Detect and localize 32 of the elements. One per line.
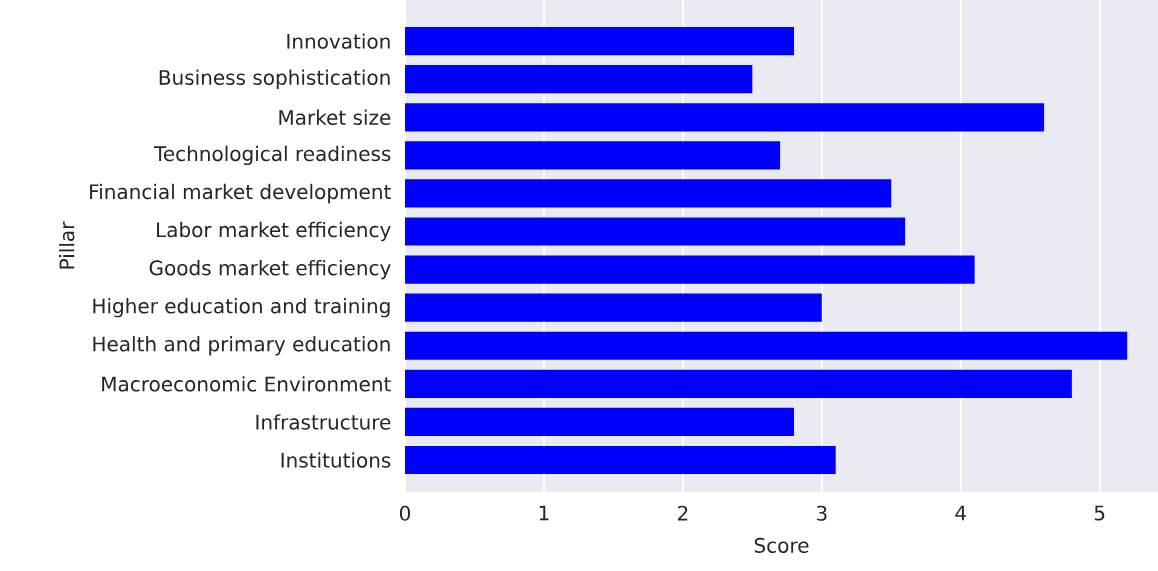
bar [405,255,975,284]
y-tick-label: Macroeconomic Environment [102,376,391,392]
y-tick-label: Innovation [287,33,390,49]
y-tick-label: Institutions [281,452,391,468]
bar [405,217,906,246]
y-tick-label: Goods market efficiency [149,259,391,280]
y-tick-label: Health and primary education [93,336,390,356]
x-axis-title: Score [754,537,809,553]
bar [405,141,781,170]
bar [405,65,753,94]
x-tick-label: 1 [539,505,549,521]
bar [405,369,1072,398]
y-tick-label: Higher education and training [93,298,390,318]
bar [405,407,795,437]
y-tick-label: Technological readiness [153,145,391,166]
bar [405,331,1128,360]
y-tick-label: Financial market development [90,183,391,204]
bar [405,27,795,56]
x-tick-label: 4 [955,505,966,521]
x-tick-label: 5 [1094,505,1105,521]
y-tick-label: Labor market efficiency [157,221,391,242]
bar [405,103,1045,132]
x-tick-label: 2 [677,505,688,521]
bar [405,179,892,208]
x-tick-label: 0 [399,505,411,521]
y-axis-title: Pillar [59,221,75,269]
bar [405,293,822,322]
y-tick-label: Business sophistication [159,69,390,89]
bar [405,445,836,475]
y-tick-label: Market size [279,109,391,126]
y-tick-label: Infrastructure [256,414,391,430]
x-tick-label: 3 [816,505,827,521]
